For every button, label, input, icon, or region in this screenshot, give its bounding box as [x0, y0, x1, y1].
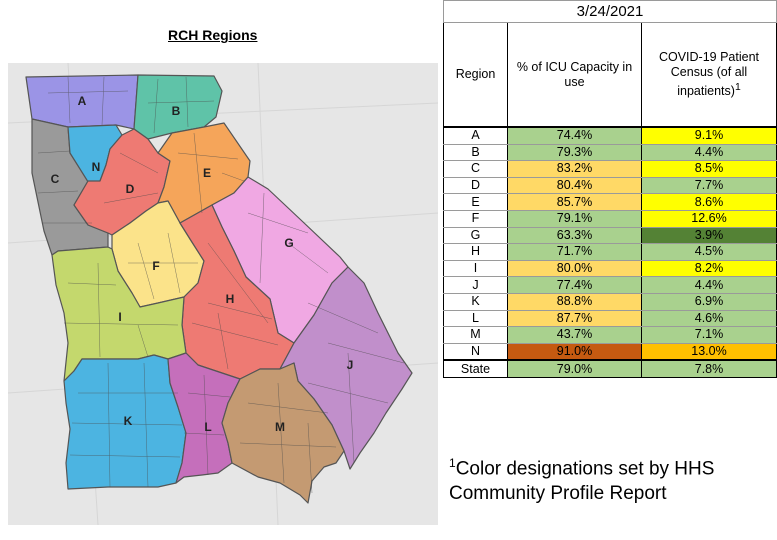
patient-census-cell: 8.5%	[641, 160, 777, 178]
icu-capacity-cell: 63.3%	[507, 226, 642, 245]
region-cell: M	[443, 326, 508, 344]
table-row: L 87.7% 4.6%	[443, 309, 777, 328]
table-row-state: State 79.0% 7.8%	[443, 359, 777, 378]
region-cell: C	[443, 160, 508, 178]
region-b-label: B	[172, 104, 181, 118]
table-row: A 74.4% 9.1%	[443, 126, 777, 145]
region-l-area	[167, 352, 241, 484]
icu-capacity-cell: 77.4%	[507, 276, 642, 294]
icu-capacity-cell: 79.0%	[507, 359, 642, 378]
georgia-region-map: A B C N D E F G H I J K L M	[8, 63, 438, 525]
table-date: 3/24/2021	[443, 0, 777, 23]
icu-capacity-table: 3/24/2021 Region % of ICU Capacity in us…	[443, 0, 777, 378]
region-j-label: J	[347, 358, 354, 372]
patient-census-cell: 4.5%	[641, 243, 777, 261]
region-cell: F	[443, 209, 508, 228]
table-row: C 83.2% 8.5%	[443, 160, 777, 178]
region-c-label: C	[51, 172, 60, 186]
region-i-label: I	[118, 310, 121, 324]
region-cell: H	[443, 243, 508, 261]
icu-capacity-cell: 83.2%	[507, 160, 642, 178]
table-row: M 43.7% 7.1%	[443, 326, 777, 344]
table-row: D 80.4% 7.7%	[443, 176, 777, 195]
region-d-label: D	[126, 182, 135, 196]
table-row: H 71.7% 4.5%	[443, 243, 777, 261]
header-patient-census: COVID-19 Patient Census (of all inpatien…	[641, 22, 777, 128]
patient-census-cell: 7.7%	[641, 176, 777, 195]
region-g-label: G	[284, 236, 293, 250]
patient-census-cell: 8.2%	[641, 259, 777, 278]
map-title: RCH Regions	[168, 27, 258, 43]
region-cell: I	[443, 259, 508, 278]
patient-census-cell: 6.9%	[641, 292, 777, 311]
region-cell: N	[443, 342, 508, 361]
region-m-label: M	[275, 420, 285, 434]
icu-capacity-cell: 74.4%	[507, 126, 642, 145]
icu-capacity-cell: 43.7%	[507, 326, 642, 344]
icu-capacity-cell: 85.7%	[507, 193, 642, 211]
region-a-label: A	[78, 94, 87, 108]
patient-census-cell: 7.8%	[641, 359, 777, 378]
region-k-label: K	[124, 414, 133, 428]
region-h-label: H	[226, 292, 235, 306]
region-cell: G	[443, 226, 508, 245]
region-n-label: N	[92, 160, 101, 174]
region-j-area	[279, 266, 413, 470]
table-row: G 63.3% 3.9%	[443, 226, 777, 245]
region-cell: A	[443, 126, 508, 145]
patient-census-cell: 4.4%	[641, 143, 777, 162]
icu-capacity-cell: 80.0%	[507, 259, 642, 278]
table-row: I 80.0% 8.2%	[443, 259, 777, 278]
region-m-area	[221, 362, 345, 504]
region-cell: J	[443, 276, 508, 294]
region-cell: State	[443, 359, 508, 378]
region-cell: E	[443, 193, 508, 211]
icu-capacity-cell: 91.0%	[507, 342, 642, 361]
region-cell: K	[443, 292, 508, 311]
icu-capacity-cell: 79.3%	[507, 143, 642, 162]
footnote: 1Color designations set by HHS Community…	[449, 456, 715, 505]
icu-capacity-cell: 88.8%	[507, 292, 642, 311]
region-cell: L	[443, 309, 508, 328]
icu-capacity-cell: 80.4%	[507, 176, 642, 195]
table-row: B 79.3% 4.4%	[443, 143, 777, 162]
region-cell: B	[443, 143, 508, 162]
region-cell: D	[443, 176, 508, 195]
patient-census-cell: 13.0%	[641, 342, 777, 361]
region-f-label: F	[152, 259, 159, 273]
table-row: E 85.7% 8.6%	[443, 193, 777, 211]
icu-capacity-cell: 79.1%	[507, 209, 642, 228]
header-icu-capacity: % of ICU Capacity in use	[507, 22, 642, 128]
patient-census-cell: 9.1%	[641, 126, 777, 145]
map-panel: A B C N D E F G H I J K L M	[8, 63, 438, 525]
table-row: J 77.4% 4.4%	[443, 276, 777, 294]
icu-capacity-cell: 71.7%	[507, 243, 642, 261]
region-e-label: E	[203, 166, 211, 180]
table-row: F 79.1% 12.6%	[443, 209, 777, 228]
patient-census-cell: 7.1%	[641, 326, 777, 344]
patient-census-cell: 12.6%	[641, 209, 777, 228]
patient-census-cell: 8.6%	[641, 193, 777, 211]
patient-census-cell: 4.6%	[641, 309, 777, 328]
header-region: Region	[443, 22, 508, 128]
patient-census-cell: 4.4%	[641, 276, 777, 294]
icu-capacity-cell: 87.7%	[507, 309, 642, 328]
table-row: N 91.0% 13.0%	[443, 342, 777, 361]
patient-census-cell: 3.9%	[641, 226, 777, 245]
table-row: K 88.8% 6.9%	[443, 292, 777, 311]
region-l-label: L	[204, 420, 211, 434]
